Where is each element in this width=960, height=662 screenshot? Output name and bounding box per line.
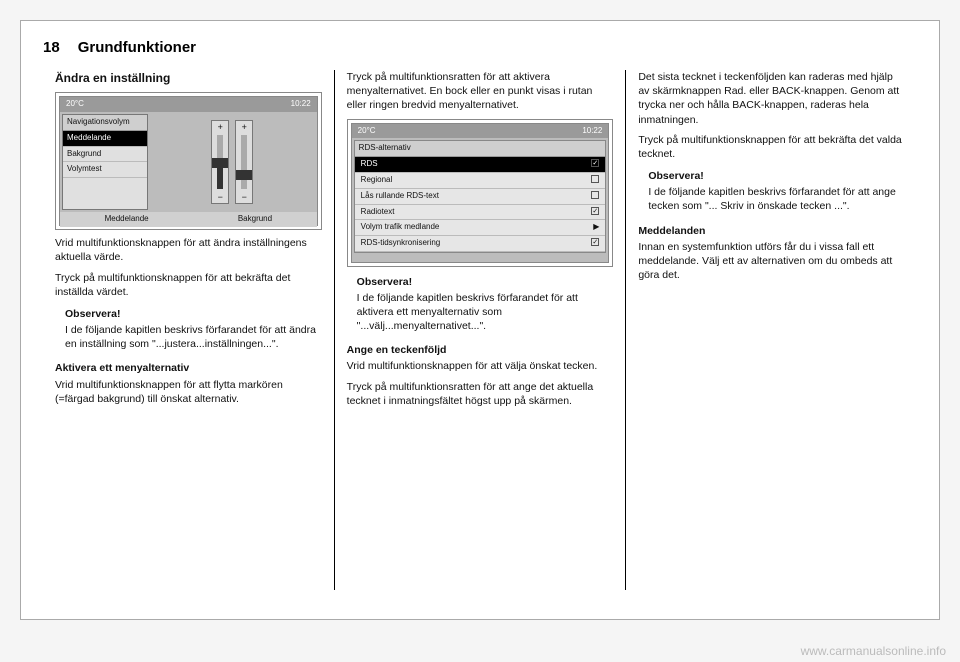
nav-volume-panel: Navigationsvolym Meddelande Bakgrund Vol… [62, 114, 148, 210]
list-item: Meddelande [63, 131, 147, 147]
screenshot-topbar: 20°C 10:22 [352, 124, 609, 139]
list-item: Bakgrund [63, 147, 147, 163]
temp-label: 20°C [358, 126, 376, 137]
panel-title: Navigationsvolym [63, 115, 147, 131]
body-text: Vrid multifunktionsknappen för att flytt… [55, 378, 322, 406]
body-text: Tryck på multifunktionsknappen för att b… [55, 271, 322, 299]
note-body: I de följande kapitlen beskrivs förfaran… [65, 323, 322, 351]
chevron-right-icon: ▶ [593, 222, 599, 233]
screenshot-nav-volume: 20°C 10:22 Navigationsvolym Meddelande B… [55, 92, 322, 230]
row-label: Regional [361, 175, 393, 186]
list-item: RDS [355, 157, 606, 173]
body-text: Vrid multifunktionsknappen för att välja… [347, 359, 614, 373]
list-item: RDS-tidsynkronisering [355, 236, 606, 252]
column-3: Det sista tecknet i teckenföljden kan ra… [625, 70, 917, 590]
note-heading: Observera! [357, 275, 614, 289]
chapter-title: Grundfunktioner [78, 39, 196, 56]
note-block: Observera! I de följande kapitlen beskri… [640, 167, 905, 216]
body-text: Tryck på multifunktionsratten för att ak… [347, 70, 614, 113]
list-item: Radiotext [355, 205, 606, 221]
note-body: I de följande kapitlen beskrivs förfaran… [648, 185, 905, 213]
page-number: 18 [43, 39, 60, 56]
checkbox-icon [591, 159, 599, 167]
slider-bakgrund: + − [235, 120, 253, 204]
plus-icon: + [218, 121, 223, 133]
page-header: 18 Grundfunktioner [43, 39, 917, 56]
checkbox-icon [591, 207, 599, 215]
row-label: Radiotext [361, 207, 395, 218]
note-block: Observera! I de följande kapitlen beskri… [349, 273, 614, 336]
checkbox-icon [591, 238, 599, 246]
note-heading: Observera! [648, 169, 905, 183]
screenshot-rds-options: 20°C 10:22 RDS-alternativ RDS Regional [347, 119, 614, 267]
slider-area: + − + − [150, 114, 315, 210]
body-text: Vrid multifunktionsknappen för att ändra… [55, 236, 322, 264]
column-2: Tryck på multifunktionsratten för att ak… [334, 70, 626, 590]
screenshot-footer: Meddelande Bakgrund [60, 212, 317, 227]
section-heading: Ändra en inställning [55, 70, 322, 86]
minus-icon: − [218, 191, 223, 203]
footer-label: Bakgrund [238, 214, 272, 225]
column-1: Ändra en inställning 20°C 10:22 Navigati… [43, 70, 334, 590]
slider-meddelande: + − [211, 120, 229, 204]
sub-heading: Aktivera ett menyalternativ [55, 361, 322, 375]
body-text: Tryck på multifunktionsknappen för att b… [638, 133, 905, 161]
body-text: Det sista tecknet i teckenföljden kan ra… [638, 70, 905, 127]
body-text: Innan en systemfunktion utförs får du i … [638, 240, 905, 283]
checkbox-icon [591, 175, 599, 183]
body-text: Tryck på multifunktionsratten för att an… [347, 380, 614, 408]
row-label: Lås rullande RDS-text [361, 191, 439, 202]
minus-icon: − [242, 191, 247, 203]
footer-label: Meddelande [105, 214, 149, 225]
row-label: RDS-tidsynkronisering [361, 238, 441, 249]
list-item: Regional [355, 173, 606, 189]
temp-label: 20°C [66, 99, 84, 110]
note-heading: Observera! [65, 307, 322, 321]
sub-heading: Ange en teckenföljd [347, 343, 614, 357]
note-body: I de följande kapitlen beskrivs förfaran… [357, 291, 614, 334]
checkbox-icon [591, 191, 599, 199]
list-item: Volym trafik medlande ▶ [355, 220, 606, 236]
watermark-text: www.carmanualsonline.info [801, 644, 946, 658]
list-item: Volymtest [63, 162, 147, 178]
rds-list: RDS-alternativ RDS Regional Lås rullande… [354, 140, 607, 253]
row-label: RDS [361, 159, 378, 170]
columns: Ändra en inställning 20°C 10:22 Navigati… [43, 70, 917, 590]
sub-heading: Meddelanden [638, 224, 905, 238]
manual-page: 18 Grundfunktioner Ändra en inställning … [20, 20, 940, 620]
row-label: Volym trafik medlande [361, 222, 440, 233]
list-item: Lås rullande RDS-text [355, 189, 606, 205]
time-label: 10:22 [582, 126, 602, 137]
panel-title: RDS-alternativ [355, 141, 606, 157]
screenshot-topbar: 20°C 10:22 [60, 97, 317, 112]
plus-icon: + [242, 121, 247, 133]
note-block: Observera! I de följande kapitlen beskri… [57, 305, 322, 354]
time-label: 10:22 [291, 99, 311, 110]
